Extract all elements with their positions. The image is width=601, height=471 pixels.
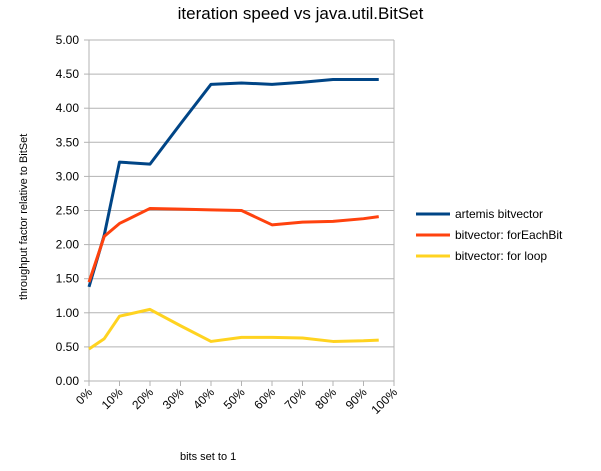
axes <box>84 39 395 386</box>
x-tick-label: 100% <box>369 385 401 417</box>
y-tick-label: 3.00 <box>56 169 80 183</box>
legend-label: artemis bitvector <box>455 207 543 221</box>
x-tick-label: 60% <box>251 385 278 412</box>
x-tick-labels: 0% 10% 20% 30% 40% 50% 60% 70% 80% 90%100% <box>73 385 400 417</box>
x-tick-label: 40% <box>190 385 217 412</box>
x-tick-label: 30% <box>160 385 187 412</box>
legend-label: bitvector: for loop <box>455 249 547 263</box>
x-tick-label: 50% <box>221 385 248 412</box>
y-tick-label: 0.50 <box>56 340 80 354</box>
y-tick-label: 5.00 <box>56 33 80 47</box>
chart-title: iteration speed vs java.util.BitSet <box>177 4 424 23</box>
series-line-1 <box>87 78 379 288</box>
y-tick-label: 2.50 <box>56 204 80 218</box>
legend: artemis bitvector bitvector: forEachBit bi… <box>416 207 563 263</box>
x-tick-label: 90% <box>343 385 370 412</box>
x-tick-label: 70% <box>282 385 309 412</box>
x-axis-label: bits set to 1 <box>180 451 237 463</box>
y-tick-label: 3.50 <box>56 135 80 149</box>
series-line-3 <box>88 307 379 351</box>
y-tick-labels: 0.00 0.50 1.00 1.50 2.00 2.50 3.00 3.50 4.00 4.50… <box>56 33 80 388</box>
x-tick-label: 20% <box>129 385 156 412</box>
legend-label: bitvector: forEachBit <box>455 228 563 242</box>
series-lines <box>87 78 379 351</box>
y-tick-label: 2.00 <box>56 238 80 252</box>
y-tick-label: 1.00 <box>56 306 80 320</box>
series-line-2 <box>87 206 379 283</box>
x-tick-label: 80% <box>312 385 339 412</box>
y-tick-label: 4.00 <box>56 101 80 115</box>
y-tick-label: 0.00 <box>56 374 80 388</box>
x-tick-label: 0% <box>73 385 95 407</box>
y-tick-label: 4.50 <box>56 67 80 81</box>
y-tick-label: 1.50 <box>56 272 80 286</box>
x-tick-label: 10% <box>99 385 126 412</box>
